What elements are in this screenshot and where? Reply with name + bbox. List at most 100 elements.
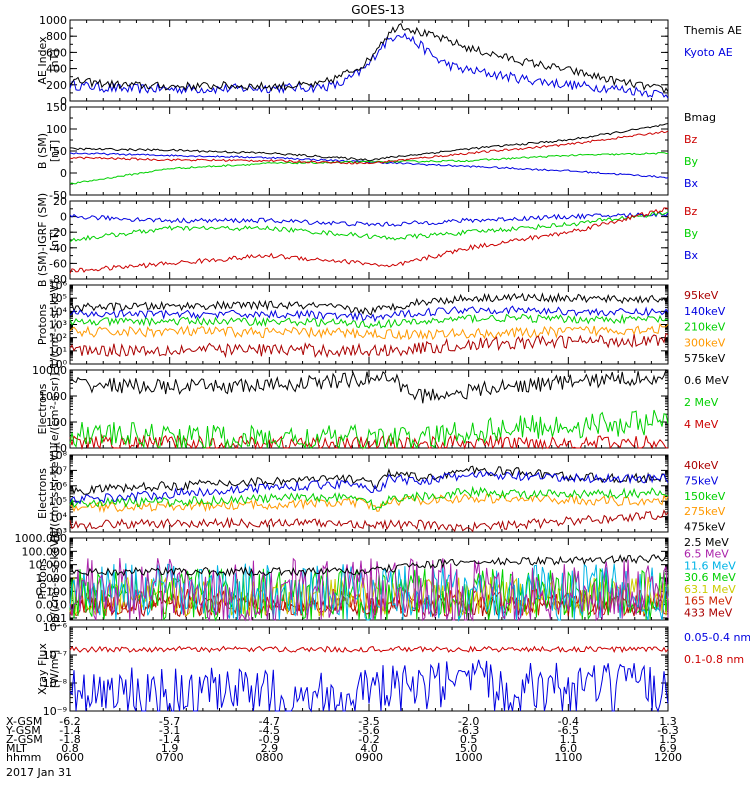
legend-label: Bx — [684, 177, 699, 190]
series-line-b_igrf-0 — [69, 212, 669, 227]
footer-value: -4.7 — [259, 715, 280, 728]
footer-value: 1.9 — [161, 742, 179, 755]
y-tick-label: 10 — [53, 442, 67, 455]
ephemeris-footer: X-GSM -6.2 -5.7 -4.7 -3.5 -2.0 -0.4 1.3 Y-GSM -1.… — [5, 715, 682, 764]
legend-label: By — [684, 155, 699, 168]
y-tick-label: 10⁴ — [49, 305, 68, 318]
panel-frame — [69, 454, 669, 533]
footer-value: -1.4 — [59, 724, 80, 737]
y-tick-label: 10¹ — [49, 345, 67, 358]
y-tick-label: 10⁸ — [49, 449, 68, 462]
legend-label: 275keV — [684, 505, 726, 518]
legend-label: Bz — [684, 205, 698, 218]
y-tick-label: 100 — [46, 123, 67, 136]
panel-frame — [69, 106, 669, 196]
footer-row-label: MLT — [6, 742, 27, 755]
legend-label: 300keV — [684, 336, 726, 349]
footer-value: 0900 — [355, 751, 383, 764]
legend-label: 210keV — [684, 321, 726, 334]
legend-label: 0.05-0.4 nm — [684, 631, 750, 644]
y-axis-label: Xray Flux — [36, 643, 49, 695]
y-axis-label: Protons — [36, 558, 49, 599]
legend-label: Kyoto AE — [684, 46, 733, 59]
y-tick-label: 0.100 — [36, 585, 68, 598]
footer-value: -6.5 — [558, 724, 579, 737]
series-line-electrons_kev-3 — [69, 470, 669, 505]
footer-value: 0600 — [56, 751, 84, 764]
series-line-b_igrf-2 — [69, 207, 669, 274]
y-axis-label: [W/m²] — [48, 650, 61, 688]
date-label: 2017 Jan 31 — [6, 766, 72, 779]
y-tick-label: 1000 — [39, 14, 67, 27]
panel-b_igrf: -80 -60 -40 -20 0 20 B (SM)-IGRF (SM) [nT] Bz By B… — [36, 193, 699, 287]
legend-label: 575keV — [684, 352, 726, 365]
series-line-b_igrf-1 — [69, 211, 669, 243]
y-tick-label: 1000 — [39, 390, 67, 403]
footer-value: 1000 — [455, 751, 483, 764]
footer-value: 1.1 — [560, 733, 578, 746]
series-line-b_sm-3 — [70, 123, 669, 162]
y-tick-label: 10² — [49, 332, 67, 345]
series-line-protons_mev-4 — [69, 332, 669, 359]
footer-value: 2.9 — [261, 742, 279, 755]
y-axis-label: [nT] — [48, 140, 61, 162]
series-line-electrons_mev-0 — [69, 433, 669, 450]
legend-label: 75keV — [684, 474, 719, 487]
y-tick-label: 1000.000 — [15, 532, 68, 545]
footer-value: -3.5 — [358, 715, 379, 728]
legend-label: 11.6 MeV — [684, 559, 736, 572]
series-line-b_sm-0 — [69, 152, 669, 179]
series-line-xray-1 — [69, 659, 669, 713]
y-axis-label: Electrons — [36, 383, 49, 434]
y-axis-label: AE Index — [36, 36, 49, 85]
y-axis-label: B (SM) — [36, 133, 49, 169]
footer-value: -0.9 — [259, 733, 280, 746]
y-tick-label: 0.001 — [36, 612, 68, 625]
y-tick-label: 10³ — [49, 319, 67, 332]
footer-value: 5.0 — [460, 742, 478, 755]
series-line-protons_mev-2 — [69, 313, 669, 329]
series-line-protons_mev-1 — [69, 323, 669, 341]
footer-value: -1.4 — [159, 733, 180, 746]
panel-frame — [69, 284, 669, 365]
footer-value: -6.3 — [657, 724, 678, 737]
series-line-protons_mev-3 — [69, 305, 669, 323]
y-axis-label: [nT] — [48, 49, 61, 71]
footer-value: 0.8 — [61, 742, 79, 755]
series-line-electrons_kev-2 — [69, 485, 669, 511]
footer-value: -3.1 — [159, 724, 180, 737]
panel-b_sm: -50 0 50 100 150 B (SM) [nT] Bmag Bz By Bx — [36, 101, 716, 202]
y-tick-label: 0 — [60, 95, 67, 108]
legend-label: Bmag — [684, 111, 716, 124]
series-line-protons_hi-6 — [69, 554, 669, 577]
legend-label: 4 MeV — [684, 418, 719, 431]
y-axis-label: Protons — [36, 304, 49, 345]
footer-value: 4.0 — [360, 742, 378, 755]
footer-value: -2.0 — [458, 715, 479, 728]
footer-value: -0.2 — [358, 733, 379, 746]
series-line-ae-1 — [69, 22, 669, 95]
footer-value: 0800 — [255, 751, 283, 764]
y-axis-label: B (SM)-IGRF (SM) — [36, 193, 49, 287]
y-tick-label: 10⁻⁷ — [43, 649, 67, 662]
legend-label: 0.1-0.8 nm — [684, 653, 744, 666]
panel-protons_hi: 0.0010.0100.1001.00010.000100.0001000.00… — [15, 531, 737, 628]
series-line-b_sm-1 — [69, 152, 669, 185]
y-tick-label: 10000 — [32, 364, 67, 377]
legend-label: 40keV — [684, 459, 719, 472]
panel-xray: 10⁻⁹ 10⁻⁸ 10⁻⁷ 10⁻⁶ Xray Flux [W/m²] 0.05-0.4 … — [36, 621, 750, 718]
footer-value: -1.8 — [59, 733, 80, 746]
y-axis-label: [e/(cm²-s-sr)] — [48, 373, 61, 446]
panel-frame — [69, 19, 669, 102]
footer-value: 6.0 — [560, 742, 578, 755]
legend-label: 30.6 MeV — [684, 571, 736, 584]
y-tick-label: 0 — [60, 211, 67, 224]
legend-label: 0.6 MeV — [684, 374, 729, 387]
y-tick-label: 800 — [46, 30, 67, 43]
footer-value: -6.2 — [59, 715, 80, 728]
y-tick-label: -80 — [49, 273, 67, 286]
y-tick-label: 100.000 — [22, 545, 68, 558]
y-tick-label: 1.000 — [36, 572, 68, 585]
